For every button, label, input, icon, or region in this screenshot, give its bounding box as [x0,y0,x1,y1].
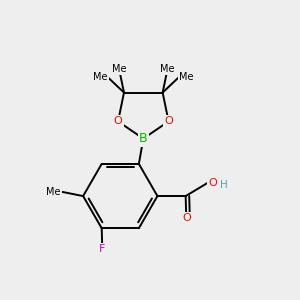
Text: F: F [99,244,106,254]
Text: O: O [114,116,122,126]
Text: O: O [164,116,173,126]
Text: Me: Me [93,72,108,82]
Text: Me: Me [160,64,174,74]
Text: O: O [182,213,190,224]
Text: H: H [220,180,228,190]
Text: B: B [139,132,148,145]
Text: Me: Me [179,72,194,82]
Text: Me: Me [46,187,61,196]
Text: O: O [208,178,217,188]
Text: Me: Me [112,64,127,74]
